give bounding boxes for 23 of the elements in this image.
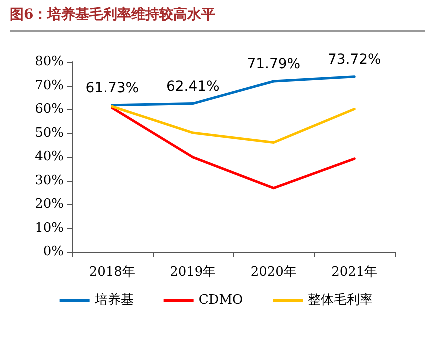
data-label: 71.79% <box>247 56 301 72</box>
legend-label: 培养基 <box>94 292 134 308</box>
chart-title: 图6：培养基毛利率维持较高水平 <box>10 6 425 32</box>
line-series <box>111 105 356 144</box>
y-tick-label: 40% <box>35 150 64 164</box>
line-series <box>111 106 356 190</box>
data-label: 73.72% <box>328 52 382 68</box>
y-tick-label: 30% <box>35 173 64 188</box>
x-tick-label: 2019年 <box>170 265 216 280</box>
legend-label: 整体毛利率 <box>308 292 374 308</box>
y-tick-label: 70% <box>35 78 64 94</box>
y-tick-label: 20% <box>35 197 64 212</box>
x-tick-label: 2018年 <box>89 265 136 280</box>
x-tick-label: 2020年 <box>250 265 297 280</box>
y-tick-label: 80% <box>35 54 64 70</box>
x-tick-label: 2021年 <box>332 265 378 280</box>
y-tick-label: 0% <box>43 244 64 260</box>
y-tick-label: 60% <box>35 102 64 117</box>
y-tick-label: 50% <box>35 126 64 141</box>
legend-label: CDMO <box>198 293 244 308</box>
data-label: 61.73% <box>86 80 140 96</box>
y-tick-label: 10% <box>35 220 64 236</box>
data-label: 62.41% <box>166 78 220 95</box>
